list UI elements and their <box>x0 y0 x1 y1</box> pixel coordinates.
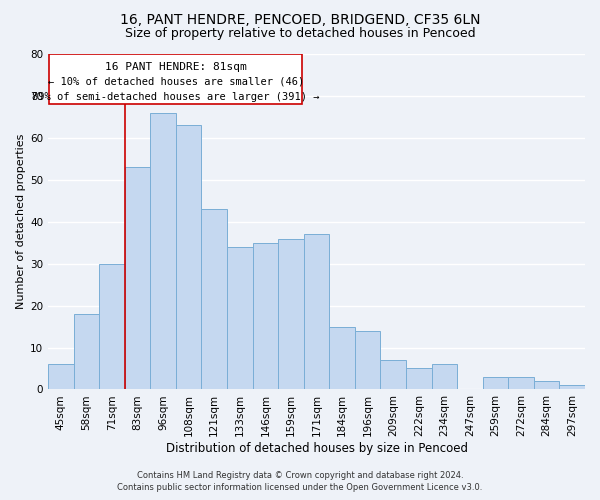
Bar <box>125 167 151 390</box>
Bar <box>483 377 508 390</box>
Text: 16 PANT HENDRE: 81sqm: 16 PANT HENDRE: 81sqm <box>105 62 247 72</box>
Text: Contains HM Land Registry data © Crown copyright and database right 2024.
Contai: Contains HM Land Registry data © Crown c… <box>118 471 482 492</box>
Bar <box>176 126 202 390</box>
Bar <box>49 54 302 104</box>
Bar <box>329 326 355 390</box>
Bar <box>151 112 176 390</box>
Bar <box>534 381 559 390</box>
Y-axis label: Number of detached properties: Number of detached properties <box>16 134 26 310</box>
Bar <box>406 368 431 390</box>
Bar <box>253 242 278 390</box>
Bar <box>380 360 406 390</box>
Bar <box>304 234 329 390</box>
Text: 16, PANT HENDRE, PENCOED, BRIDGEND, CF35 6LN: 16, PANT HENDRE, PENCOED, BRIDGEND, CF35… <box>120 12 480 26</box>
Bar <box>99 264 125 390</box>
Text: ← 10% of detached houses are smaller (46): ← 10% of detached houses are smaller (46… <box>48 76 304 86</box>
Bar <box>227 247 253 390</box>
Text: Size of property relative to detached houses in Pencoed: Size of property relative to detached ho… <box>125 28 475 40</box>
Bar <box>431 364 457 390</box>
Bar <box>48 364 74 390</box>
Bar <box>278 238 304 390</box>
Bar <box>508 377 534 390</box>
Bar <box>74 314 99 390</box>
X-axis label: Distribution of detached houses by size in Pencoed: Distribution of detached houses by size … <box>166 442 467 455</box>
Bar <box>355 331 380 390</box>
Bar <box>559 386 585 390</box>
Text: 89% of semi-detached houses are larger (391) →: 89% of semi-detached houses are larger (… <box>32 92 320 102</box>
Bar <box>202 209 227 390</box>
